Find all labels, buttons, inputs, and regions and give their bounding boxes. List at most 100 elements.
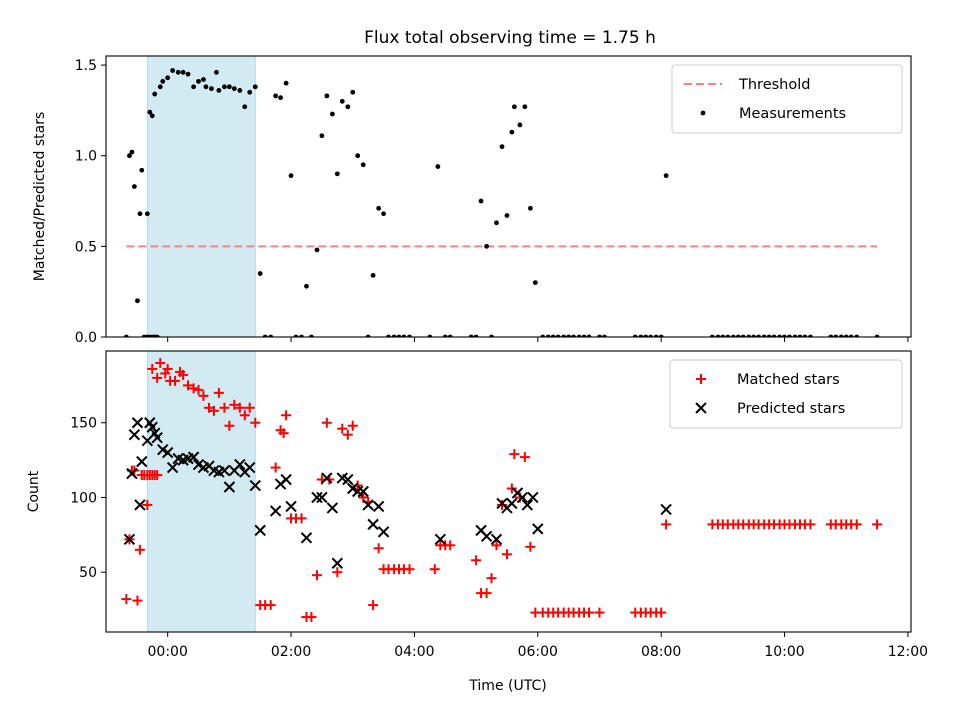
data-point <box>735 334 741 337</box>
matched-point <box>147 363 158 374</box>
data-point <box>237 88 243 93</box>
predicted-point <box>136 455 148 468</box>
predicted-point <box>367 518 379 531</box>
matched-point <box>142 499 153 510</box>
legend-label: Threshold <box>738 77 810 93</box>
matched-point <box>198 390 209 401</box>
data-point <box>782 334 787 337</box>
matched-point <box>270 462 281 473</box>
data-point <box>643 334 649 337</box>
predicted-point <box>218 464 231 477</box>
data-point <box>484 243 490 249</box>
matched-point <box>265 600 276 611</box>
matched-point <box>584 607 594 618</box>
matched-point <box>594 607 605 618</box>
matched-point <box>155 357 166 368</box>
predicted-point <box>131 417 144 429</box>
data-point <box>339 98 345 104</box>
data-point <box>787 334 792 337</box>
legend: Matched stars Predicted stars <box>669 359 903 429</box>
data-point <box>144 211 150 217</box>
data-point <box>175 69 181 75</box>
data-point <box>632 334 638 337</box>
data-point <box>550 334 556 337</box>
data-point <box>571 334 576 337</box>
data-point <box>843 334 849 337</box>
matched-point <box>373 543 384 554</box>
data-point <box>157 84 163 90</box>
data-point <box>214 69 219 75</box>
data-point <box>576 334 582 337</box>
data-point <box>252 84 258 90</box>
predicted-point <box>187 451 200 463</box>
matched-point <box>486 573 497 584</box>
data-point <box>771 334 777 337</box>
data-point <box>129 149 135 155</box>
matched-point <box>872 519 883 530</box>
data-point <box>257 271 263 276</box>
predicted-point <box>234 458 246 471</box>
data-point <box>226 84 232 90</box>
data-point <box>386 334 391 337</box>
data-point <box>756 334 762 337</box>
data-point <box>504 213 510 218</box>
matched-point <box>188 383 199 394</box>
data-point <box>751 334 757 337</box>
matched-point <box>481 588 492 599</box>
matched-point <box>337 423 348 434</box>
data-point <box>509 129 515 135</box>
predicted-point <box>377 526 390 538</box>
data-point <box>854 334 860 337</box>
matched-point <box>347 420 358 431</box>
data-point <box>222 84 227 90</box>
legend-box <box>669 359 903 429</box>
data-point <box>381 211 386 217</box>
predicted-point <box>123 533 136 546</box>
data-point <box>561 334 567 337</box>
data-point <box>808 334 813 337</box>
matched-point <box>491 540 502 551</box>
data-point <box>715 334 721 337</box>
predicted-point <box>372 500 385 513</box>
data-point <box>370 272 376 278</box>
data-point <box>283 80 289 86</box>
data-point <box>196 78 201 84</box>
predicted-point <box>126 467 138 480</box>
matched-point <box>656 607 667 618</box>
matched-point <box>152 372 163 383</box>
data-point <box>123 334 129 337</box>
data-point <box>131 184 137 189</box>
matched-point <box>193 384 204 395</box>
observing-window-span <box>146 55 256 338</box>
predicted-point <box>342 473 354 486</box>
predicted-point <box>326 502 339 514</box>
data-point <box>165 75 171 81</box>
legend-marker-swatch <box>700 110 706 116</box>
data-point <box>127 153 132 159</box>
data-point <box>663 173 669 179</box>
predicted-point <box>285 500 297 513</box>
predicted-point <box>244 461 256 474</box>
data-point <box>376 205 382 211</box>
data-point <box>427 334 433 337</box>
matched-point <box>851 519 862 530</box>
data-point <box>293 334 299 337</box>
matched-point <box>278 428 289 439</box>
x-tick-label: 00:00 <box>148 644 188 660</box>
predicted-point <box>516 491 529 504</box>
data-point <box>160 78 166 84</box>
data-point <box>304 283 309 289</box>
matched-point <box>213 387 224 398</box>
matched-point <box>281 410 292 421</box>
data-point <box>191 84 196 90</box>
legend: Threshold Measurements <box>671 64 903 134</box>
x-tick-label: 10:00 <box>764 644 804 660</box>
count-panel: 50 100 150 00:00 02:00 04:00 06:00 08:00 10:00 12… <box>26 350 928 660</box>
data-point <box>309 334 314 337</box>
x-tick-label: 04:00 <box>394 644 434 660</box>
plot-area <box>123 68 880 337</box>
matched-point <box>296 513 307 524</box>
data-point <box>147 109 153 115</box>
data-point <box>247 89 253 95</box>
